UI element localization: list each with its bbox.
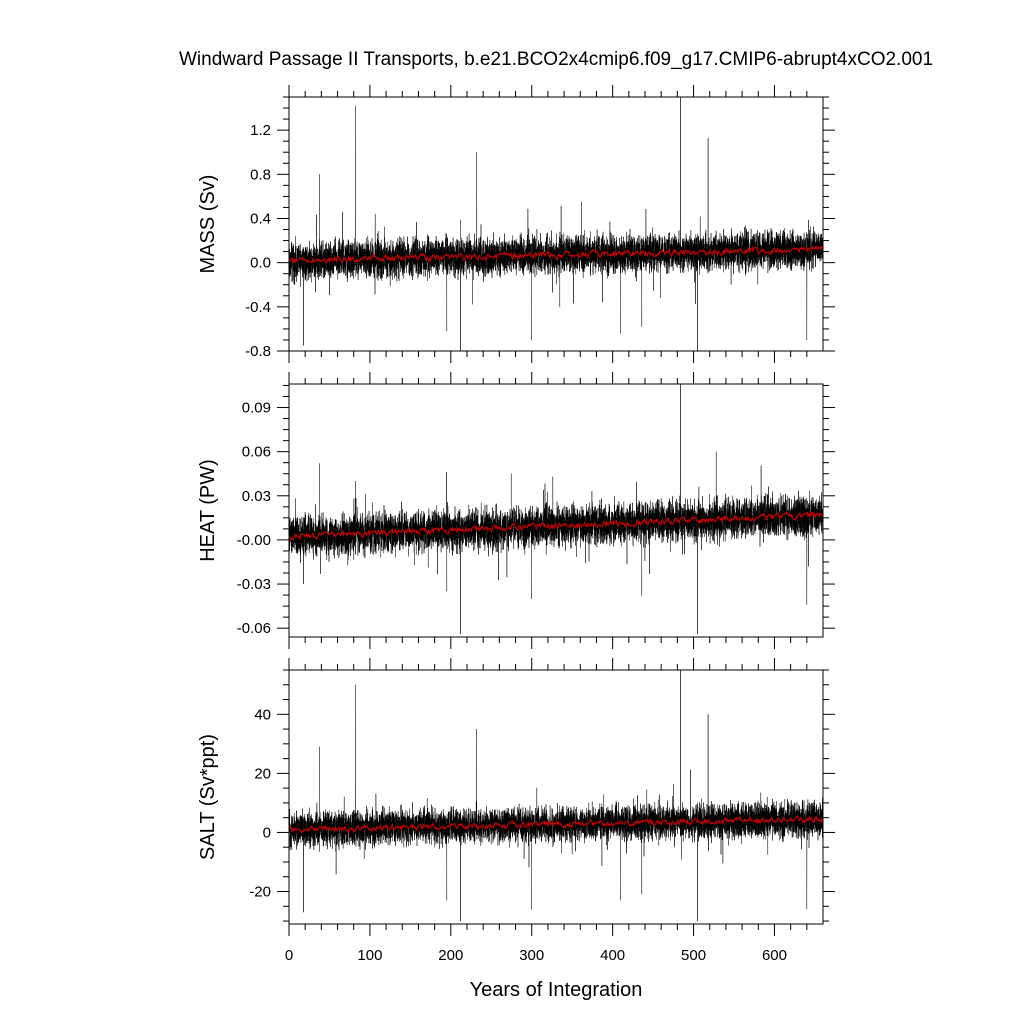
y-tick-label: 40	[254, 706, 271, 723]
y-tick-label: -0.8	[245, 343, 271, 360]
y-tick-label: -20	[249, 884, 271, 901]
y-tick-label: -0.00	[237, 532, 271, 549]
y-tick-label: 0.8	[250, 166, 271, 183]
x-axis-label: Years of Integration	[470, 979, 643, 1001]
y-tick-label: 0	[263, 824, 271, 841]
plot-area	[289, 670, 823, 922]
plot-frame	[288, 383, 824, 638]
y-tick-label: -0.03	[237, 576, 271, 593]
y-axis-label: HEAT (PW)	[197, 459, 219, 562]
monthly-series-line	[289, 97, 823, 351]
x-tick-label: 100	[357, 947, 382, 964]
monthly-series-line	[289, 384, 823, 635]
y-tick-label: -0.4	[245, 299, 271, 316]
x-tick-label: 300	[519, 947, 544, 964]
annual-mean-series-line	[289, 815, 823, 834]
x-tick-label: 400	[600, 947, 625, 964]
y-axis-label: MASS (Sv)	[197, 175, 219, 274]
panel-1: -0.8 -0.4 0.0 0.4 0.8 1.2 MASS (Sv)	[197, 85, 835, 363]
annual-mean-series-line	[289, 245, 823, 265]
x-tick-label: 0	[285, 947, 293, 964]
figure-title: Windward Passage II Transports, b.e21.BC…	[179, 49, 933, 70]
plot-area	[289, 97, 823, 351]
y-tick-label: 0.03	[242, 488, 271, 505]
y-tick-label: 20	[254, 765, 271, 782]
x-tick-label: 500	[681, 947, 706, 964]
y-axis-label: SALT (Sv*ppt)	[197, 734, 219, 860]
y-tick-label: 0.06	[242, 444, 271, 461]
plot-frame	[288, 96, 824, 352]
annual-mean-series-line	[289, 511, 823, 541]
x-tick-label: 200	[438, 947, 463, 964]
x-tick-label: 600	[762, 947, 787, 964]
y-tick-label: 1.2	[250, 122, 271, 139]
y-tick-label: 0.0	[250, 255, 271, 272]
y-tick-label: 0.09	[242, 400, 271, 417]
monthly-series-line	[289, 670, 823, 922]
y-tick-label: 0.4	[250, 210, 271, 227]
panel-2: -0.06 -0.03 -0.00 0.03 0.06 0.09 HEAT (PW)	[197, 372, 835, 649]
plot-area	[289, 384, 823, 635]
y-tick-label: -0.06	[237, 620, 271, 637]
plot-frame	[288, 669, 824, 925]
